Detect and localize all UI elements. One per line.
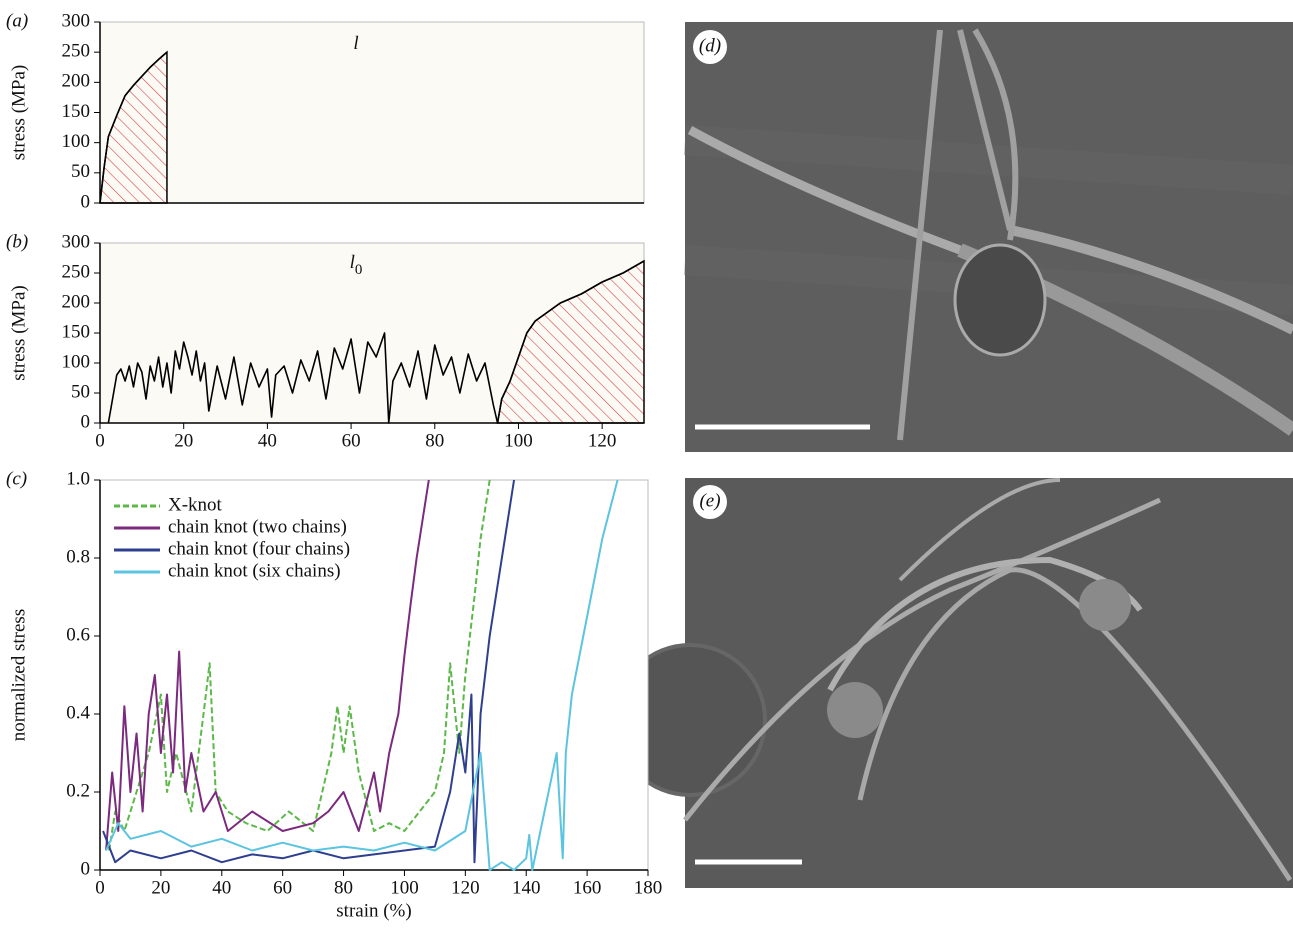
x-tick-label: 0	[95, 877, 105, 898]
x-axis-label: strain (%)	[336, 900, 411, 921]
data-line	[105, 479, 619, 871]
annotation-text: l	[353, 33, 358, 54]
x-tick-label: 180	[634, 877, 663, 898]
x-tick-label: 120	[588, 430, 617, 451]
data-line	[108, 479, 491, 851]
data-line	[99, 51, 168, 204]
x-tick-label: 40	[212, 877, 231, 898]
x-tick-label: 140	[512, 877, 541, 898]
x-tick-label: 80	[334, 877, 353, 898]
y-tick-label: 100	[62, 351, 91, 372]
y-tick-label: 150	[62, 101, 91, 122]
x-tick-label: 0	[95, 430, 105, 451]
x-tick-label: 40	[258, 430, 277, 451]
y-tick-label: 0.8	[66, 546, 90, 567]
sem-image-d: (d)	[684, 22, 1293, 452]
x-tick-label: 80	[425, 430, 444, 451]
y-tick-label: 0.2	[66, 780, 90, 801]
panel-label: (c)	[6, 468, 27, 489]
y-tick-label: 250	[62, 261, 91, 282]
data-line	[107, 260, 645, 424]
y-tick-label: 50	[71, 381, 90, 402]
x-tick-label: 160	[573, 877, 602, 898]
y-tick-label: 0.4	[66, 702, 90, 723]
y-axis-label: stress (MPa)	[8, 65, 29, 161]
data-line	[105, 479, 430, 851]
panel-label: (d)	[699, 35, 721, 56]
annotation: l	[353, 33, 358, 54]
x-tick-label: 20	[151, 877, 170, 898]
annotation: l0	[350, 252, 363, 278]
y-tick-label: 300	[62, 10, 91, 31]
y-tick-label: 1.0	[66, 468, 90, 489]
legend-label: X-knot	[168, 494, 223, 515]
y-tick-label: 0	[81, 191, 91, 212]
legend-label: chain knot (four chains)	[168, 538, 350, 559]
y-axis-label: stress (MPa)	[8, 285, 29, 381]
legend-label: chain knot (two chains)	[168, 516, 347, 537]
y-tick-label: 150	[62, 321, 91, 342]
x-tick-label: 100	[504, 430, 533, 451]
y-tick-label: 300	[62, 231, 91, 252]
panel-label: (a)	[6, 10, 28, 31]
x-tick-label: 20	[174, 430, 193, 451]
y-tick-label: 0	[81, 411, 91, 432]
y-tick-label: 200	[62, 71, 91, 92]
panel-label: (e)	[699, 490, 720, 511]
y-tick-label: 0	[81, 858, 91, 879]
panel-label: (b)	[6, 231, 28, 252]
y-tick-label: 200	[62, 291, 91, 312]
x-tick-label: 100	[390, 877, 419, 898]
x-tick-label: 60	[342, 430, 361, 451]
y-tick-label: 0.6	[66, 624, 90, 645]
x-tick-label: 120	[451, 877, 480, 898]
y-tick-label: 50	[71, 161, 90, 182]
plot-area	[99, 21, 645, 204]
sem-image-e: (e)	[613, 478, 1293, 888]
y-axis-label: normalized stress	[8, 609, 29, 741]
annotation-text: l	[350, 252, 355, 273]
y-tick-label: 100	[62, 131, 91, 152]
y-tick-label: 250	[62, 41, 91, 62]
annotation-subscript: 0	[355, 262, 363, 278]
legend-label: chain knot (six chains)	[168, 560, 341, 581]
x-tick-label: 60	[273, 877, 292, 898]
